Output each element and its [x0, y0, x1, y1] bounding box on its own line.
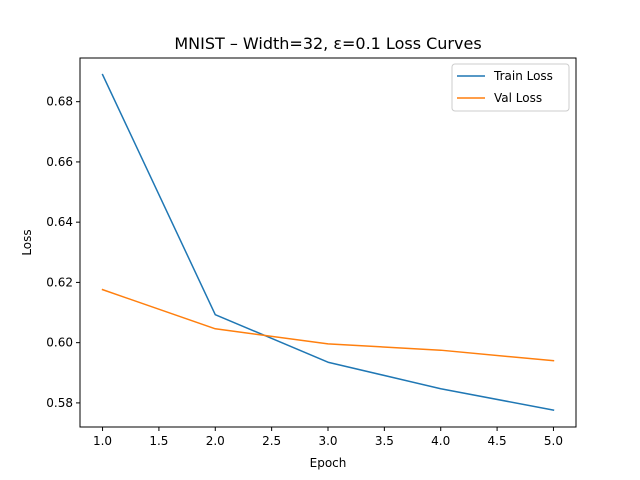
x-axis-ticks: 1.0 1.5 2.0 2.5 3.0 3.5 4.0 4.5 5.0 [93, 427, 563, 448]
x-tick-label: 4.0 [431, 434, 450, 448]
x-tick-label: 4.5 [488, 434, 507, 448]
y-tick-label: 0.58 [46, 396, 73, 410]
x-tick-label: 3.0 [318, 434, 337, 448]
y-tick-label: 0.66 [46, 155, 73, 169]
x-tick-label: 1.5 [149, 434, 168, 448]
chart-title: MNIST – Width=32, ε=0.1 Loss Curves [174, 34, 481, 53]
y-tick-label: 0.68 [46, 95, 73, 109]
legend-label: Train Loss [493, 69, 553, 83]
x-tick-label: 2.0 [206, 434, 225, 448]
y-tick-label: 0.64 [46, 215, 73, 229]
y-axis-ticks: 0.58 0.60 0.62 0.64 0.66 0.68 [46, 95, 80, 410]
series-lines [101, 73, 555, 412]
series-line-val-loss [101, 288, 555, 362]
x-tick-label: 1.0 [93, 434, 112, 448]
series-line-train-loss [101, 73, 555, 412]
plot-frame [79, 57, 577, 428]
x-tick-label: 5.0 [544, 434, 563, 448]
y-tick-label: 0.60 [46, 336, 73, 350]
legend: Train Loss Val Loss [451, 63, 570, 112]
x-tick-label: 2.5 [262, 434, 281, 448]
y-tick-label: 0.62 [46, 275, 73, 289]
legend-label: Val Loss [494, 91, 542, 105]
y-axis-label: Loss [20, 229, 34, 255]
x-tick-label: 3.5 [375, 434, 394, 448]
x-axis-label: Epoch [310, 456, 347, 470]
